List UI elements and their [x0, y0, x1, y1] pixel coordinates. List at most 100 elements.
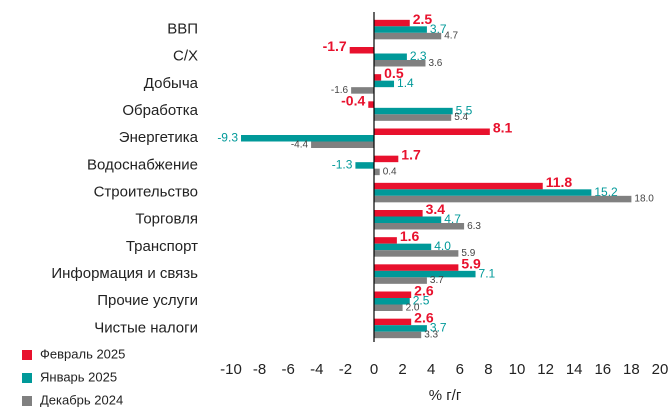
x-tick-label: 12 [537, 361, 554, 378]
y-tick-label: Обработка [122, 102, 198, 119]
x-tick-label: 10 [509, 361, 526, 378]
x-tick-label: 14 [566, 361, 583, 378]
bar [241, 135, 374, 142]
y-tick-label: Чистые налоги [94, 319, 198, 336]
data-label: 0.5 [384, 65, 404, 81]
bar [311, 141, 374, 148]
bar [374, 114, 452, 121]
x-tick-label: -8 [253, 361, 266, 378]
data-label: 1.7 [401, 147, 421, 163]
data-label: 3.7 [430, 22, 447, 36]
bar [374, 107, 453, 115]
y-tick-label: ВВП [167, 21, 198, 38]
bar [374, 325, 427, 332]
bar [374, 304, 403, 311]
data-label: 0.4 [383, 167, 397, 178]
bar [374, 80, 395, 88]
bar [374, 32, 442, 40]
data-label: 4.7 [444, 31, 458, 42]
x-tick-label: 4 [427, 361, 435, 378]
bar [374, 60, 426, 67]
bar [374, 53, 407, 60]
data-label: 3.6 [428, 58, 442, 69]
bar [374, 26, 427, 33]
data-label: 2.5 [413, 11, 433, 27]
data-label: 2.6 [414, 282, 434, 298]
bar [374, 291, 412, 298]
bar [374, 223, 465, 230]
data-label: 5.5 [456, 103, 473, 117]
y-tick-label: Торговля [135, 211, 198, 228]
data-label: 11.8 [546, 174, 573, 190]
bar [349, 47, 374, 54]
data-label: -9.3 [217, 130, 238, 144]
bar [374, 270, 476, 278]
legend-label: Январь 2025 [40, 369, 117, 384]
legend-label: Декабрь 2024 [40, 392, 123, 407]
y-tick-label: Прочие услуги [97, 292, 198, 309]
bar [374, 277, 427, 284]
y-tick-label: Энергетика [119, 129, 199, 146]
bar [374, 155, 399, 163]
bar [374, 243, 432, 251]
bar [374, 237, 397, 244]
data-label: 1.6 [400, 228, 420, 244]
x-tick-label: -6 [282, 361, 295, 378]
y-tick-label: Строительство [94, 184, 198, 201]
data-label: 3.7 [430, 275, 444, 286]
x-tick-label: 18 [623, 361, 640, 378]
legend-label: Февраль 2025 [40, 346, 125, 361]
data-label: 18.0 [634, 194, 654, 205]
data-label: 2.3 [410, 49, 427, 63]
bar [374, 264, 459, 271]
bar [374, 210, 423, 217]
data-label: 3.7 [430, 321, 447, 335]
data-label: 7.1 [479, 266, 496, 280]
bar [374, 128, 490, 135]
x-axis-label: % г/г [429, 387, 462, 404]
data-label: 4.7 [444, 212, 461, 226]
data-label: 6.3 [467, 221, 481, 232]
bar [374, 19, 410, 27]
data-label: -1.7 [323, 38, 347, 54]
bar [374, 298, 410, 305]
bar [374, 331, 422, 339]
x-tick-label: 16 [594, 361, 611, 378]
y-tick-label: С/Х [173, 48, 198, 65]
data-label: 2.6 [414, 310, 434, 326]
data-label: 3.3 [424, 330, 438, 341]
x-tick-label: -10 [220, 361, 242, 378]
bar [374, 318, 412, 326]
x-tick-label: -2 [339, 361, 352, 378]
legend-swatch [22, 350, 32, 360]
data-label: 2.5 [413, 293, 430, 307]
bar [374, 216, 442, 223]
y-tick-label: Транспорт [126, 238, 198, 255]
data-label: 8.1 [493, 119, 513, 135]
bar [374, 195, 632, 203]
data-label: -4.4 [291, 139, 309, 150]
data-label: 5.9 [461, 248, 475, 259]
y-tick-label: Добыча [144, 75, 199, 92]
data-label: 2.0 [406, 302, 420, 313]
bar [368, 101, 374, 108]
data-label: 1.4 [397, 76, 414, 90]
x-tick-label: 20 [652, 361, 669, 378]
bar [355, 162, 374, 169]
bar [374, 189, 592, 196]
x-tick-label: -4 [310, 361, 323, 378]
data-label: 3.4 [426, 201, 446, 217]
data-label: 5.9 [461, 255, 481, 271]
legend-swatch [22, 373, 32, 383]
bar [351, 87, 374, 94]
data-label: -1.6 [331, 85, 349, 96]
bar [374, 182, 543, 190]
x-tick-label: 0 [370, 361, 378, 378]
data-label: 4.0 [434, 239, 451, 253]
y-tick-label: Информация и связь [51, 265, 198, 282]
x-tick-label: 2 [398, 361, 406, 378]
x-tick-label: 6 [456, 361, 464, 378]
bar [374, 74, 382, 81]
bar [374, 250, 459, 257]
